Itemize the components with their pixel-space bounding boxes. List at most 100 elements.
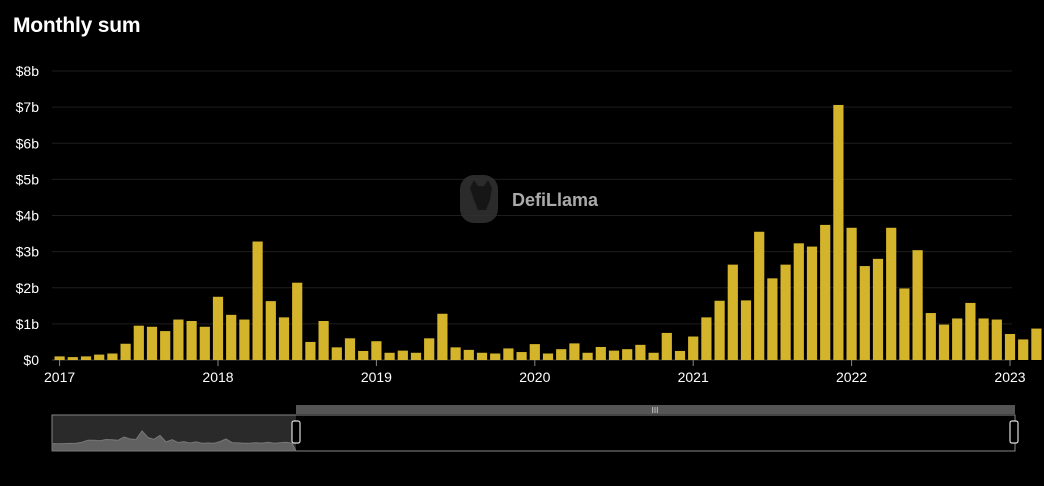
bar bbox=[912, 250, 923, 360]
bar bbox=[463, 349, 474, 360]
bar bbox=[740, 300, 752, 360]
bar bbox=[133, 325, 144, 360]
bar bbox=[107, 353, 118, 360]
brush-right-handle[interactable] bbox=[1009, 420, 1019, 444]
bar bbox=[952, 318, 963, 360]
bar bbox=[991, 319, 1002, 360]
bar bbox=[94, 354, 105, 360]
x-tick-label: 2018 bbox=[202, 369, 233, 385]
bar bbox=[371, 341, 382, 360]
bar bbox=[265, 301, 276, 360]
bar bbox=[331, 347, 342, 360]
bar bbox=[67, 357, 78, 360]
watermark-text: DefiLlama bbox=[512, 190, 599, 210]
y-tick-label: $3b bbox=[16, 244, 40, 260]
bar bbox=[899, 288, 910, 360]
bar bbox=[833, 104, 844, 361]
x-tick-label: 2022 bbox=[836, 369, 867, 385]
bar bbox=[305, 341, 316, 360]
x-tick-label: 2019 bbox=[361, 369, 392, 385]
bar bbox=[846, 227, 857, 360]
bar bbox=[490, 353, 501, 360]
x-tick-label: 2017 bbox=[44, 369, 75, 385]
bar bbox=[318, 320, 329, 360]
bar bbox=[872, 258, 884, 360]
bar bbox=[780, 264, 791, 360]
bar bbox=[292, 282, 303, 360]
y-tick-label: $7b bbox=[16, 99, 40, 115]
bar bbox=[595, 347, 606, 360]
bar bbox=[358, 350, 369, 360]
bar bbox=[978, 318, 989, 360]
bar-series bbox=[54, 104, 1042, 361]
llama-logo-icon bbox=[460, 175, 498, 223]
brush-grip-icon[interactable]: III bbox=[652, 406, 659, 415]
bar bbox=[344, 338, 356, 360]
bar bbox=[806, 246, 818, 360]
chart-title: Monthly sum bbox=[13, 14, 141, 37]
bar bbox=[608, 350, 620, 360]
bar bbox=[278, 317, 290, 360]
bar bbox=[925, 313, 936, 360]
bar bbox=[727, 264, 738, 360]
bar bbox=[424, 338, 435, 360]
bar bbox=[80, 356, 92, 360]
bar bbox=[767, 278, 778, 360]
bar bbox=[384, 352, 395, 360]
bar bbox=[186, 320, 197, 360]
bar bbox=[529, 344, 540, 360]
bar bbox=[965, 302, 976, 360]
bar bbox=[648, 352, 659, 360]
bar bbox=[1031, 328, 1042, 360]
bar bbox=[688, 336, 699, 360]
bar bbox=[437, 313, 448, 360]
y-tick-label: $4b bbox=[16, 208, 40, 224]
x-tick-label: 2021 bbox=[678, 369, 709, 385]
bar bbox=[661, 332, 672, 360]
bar bbox=[252, 241, 263, 360]
bar bbox=[820, 224, 831, 360]
bar bbox=[503, 348, 514, 360]
bar bbox=[556, 349, 567, 360]
bar bbox=[516, 352, 527, 360]
y-tick-label: $1b bbox=[16, 316, 40, 332]
bar bbox=[226, 314, 237, 360]
x-axis: 20172018201920202021202220232024 bbox=[44, 360, 1026, 385]
bar bbox=[938, 324, 950, 360]
y-tick-label: $5b bbox=[16, 171, 40, 187]
brush-navigator[interactable]: III bbox=[51, 405, 1019, 452]
bar bbox=[793, 243, 804, 360]
bar bbox=[1004, 333, 1016, 360]
bar bbox=[754, 231, 765, 360]
bar bbox=[120, 343, 131, 360]
bar bbox=[173, 319, 184, 360]
y-tick-label: $8b bbox=[16, 63, 40, 79]
brush-drag-bar[interactable] bbox=[296, 405, 1015, 414]
x-tick-label: 2023 bbox=[994, 369, 1025, 385]
y-tick-label: $6b bbox=[16, 135, 40, 151]
bar bbox=[199, 326, 210, 360]
bar bbox=[239, 319, 250, 360]
x-tick-label: 2020 bbox=[519, 369, 550, 385]
bar bbox=[674, 350, 686, 360]
brush-sparkline bbox=[51, 430, 297, 452]
bar bbox=[886, 227, 897, 360]
y-tick-label: $2b bbox=[16, 280, 40, 296]
bar bbox=[410, 352, 422, 360]
bar bbox=[569, 343, 580, 360]
bar bbox=[701, 317, 712, 360]
brush-left-handle[interactable] bbox=[291, 420, 301, 444]
bar bbox=[582, 352, 593, 360]
bar bbox=[714, 300, 725, 360]
bar bbox=[160, 331, 171, 360]
brush-unselected-area bbox=[52, 415, 296, 451]
bar bbox=[859, 266, 870, 360]
watermark: DefiLlama bbox=[460, 175, 599, 223]
bar bbox=[450, 347, 461, 360]
y-tick-label: $0 bbox=[23, 352, 39, 368]
bar bbox=[622, 349, 633, 360]
bar bbox=[54, 356, 65, 360]
bar bbox=[212, 296, 224, 360]
bar bbox=[635, 344, 646, 360]
